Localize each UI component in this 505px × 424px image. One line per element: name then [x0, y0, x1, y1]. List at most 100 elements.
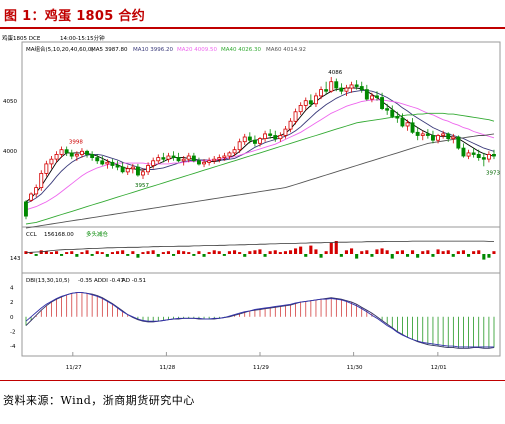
ccl-bar [253, 250, 257, 254]
ccl-bar [75, 254, 79, 257]
candle [390, 105, 395, 119]
candle [166, 152, 171, 163]
ccl-bar [258, 249, 262, 254]
ccl-bar [441, 251, 445, 254]
dbi-line-addi [25, 292, 494, 348]
candle [415, 127, 420, 141]
ccl-bar [34, 254, 38, 256]
figure-title: 图 1：鸡蛋 1805 合约 [4, 9, 146, 24]
candle [212, 156, 217, 164]
ccl-bar [100, 252, 104, 254]
ccl-bar [24, 251, 28, 254]
candle [90, 151, 95, 161]
candle [227, 151, 232, 160]
candle [161, 152, 166, 163]
candle [64, 146, 69, 157]
ccl-bar [156, 254, 160, 257]
candle [222, 152, 227, 161]
ccl-bar [431, 254, 435, 257]
candle [288, 118, 293, 133]
ccl-bar [446, 250, 450, 254]
ma-label-ma5: MA5 3987.80 [91, 47, 128, 53]
candle [410, 118, 415, 134]
candle [405, 119, 410, 131]
ccl-bar [329, 242, 333, 254]
date-tick: 12/01 [431, 365, 447, 371]
dbi-histogram [25, 292, 495, 349]
candle [303, 97, 308, 111]
candle [186, 152, 191, 163]
dbi-label: DBI(13,30,10,5) [26, 278, 70, 284]
candle [369, 92, 374, 103]
ccl-tick: 143 [10, 256, 21, 262]
ccl-bar [411, 250, 415, 254]
ccl-bar [238, 252, 242, 254]
candle [105, 159, 110, 169]
dbi-line-dbi [25, 292, 495, 349]
ccl-bar [380, 248, 384, 254]
ccl-bar [395, 251, 399, 254]
ccl-bar [55, 251, 59, 254]
candle [130, 163, 135, 174]
candle [85, 149, 89, 158]
addi-value: ADDI -0.47 [94, 278, 124, 284]
candle [283, 125, 288, 139]
candle [329, 76, 334, 93]
ccl-bar [161, 252, 165, 254]
candle [308, 94, 313, 108]
ccl-bar [461, 250, 465, 254]
candle [39, 170, 44, 191]
ccl-bar [289, 250, 293, 254]
candle [95, 154, 100, 164]
candle [171, 151, 176, 161]
ccl-bar [334, 241, 338, 254]
candle [69, 149, 74, 160]
ccl-bar [49, 252, 53, 254]
ccl-bar [166, 251, 170, 254]
ccl-bar [436, 249, 440, 254]
ccl-bar [248, 251, 252, 254]
candle [359, 81, 364, 93]
dbi-tick: 2 [10, 300, 14, 306]
ccl-bar [294, 248, 298, 254]
ccl-bar [217, 251, 221, 254]
candle [486, 151, 491, 163]
candle [451, 133, 456, 144]
candle [319, 86, 323, 100]
candle [252, 135, 257, 147]
ccl-bar [477, 250, 481, 254]
candle [29, 192, 33, 202]
candle [191, 152, 196, 163]
ccl-bar [172, 254, 176, 256]
candle [181, 156, 186, 166]
candle [441, 130, 446, 139]
candle [466, 149, 471, 160]
source-rule [0, 380, 505, 381]
candle [263, 130, 267, 142]
ccl-bar [146, 251, 150, 254]
header-indicator: MA组合(5,10,20,40,60,0) [26, 45, 94, 53]
ma-label-ma40: MA40 4026.30 [221, 47, 261, 53]
candle [476, 149, 481, 161]
ccl-bar [350, 248, 354, 254]
candle [257, 137, 262, 147]
candle [436, 133, 440, 144]
ccl-bar [141, 252, 145, 254]
candle [400, 113, 405, 128]
date-tick: 11/28 [159, 365, 175, 371]
candle [380, 92, 384, 111]
candlesticks [23, 76, 496, 220]
ccl-bar [192, 254, 196, 256]
dbi-tick: 0 [10, 315, 14, 321]
candle [237, 138, 242, 153]
ccl-bar [263, 254, 267, 257]
date-tick: 11/30 [347, 365, 363, 371]
candle [49, 156, 54, 169]
ccl-bar [222, 254, 226, 256]
ccl-bar [212, 250, 216, 254]
ccl-bar [421, 251, 425, 254]
ad-value: AD -0.51 [122, 278, 146, 284]
candle [120, 162, 125, 174]
ccl-bar [400, 250, 404, 254]
candle [395, 111, 400, 123]
